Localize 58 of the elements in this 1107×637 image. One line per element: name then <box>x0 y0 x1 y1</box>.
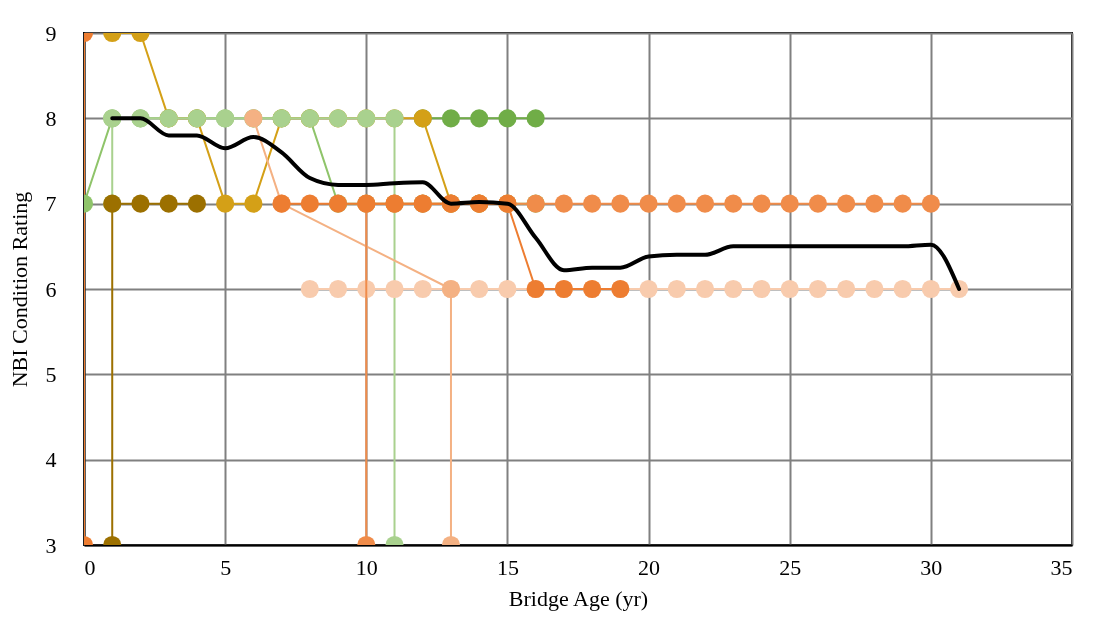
point <box>300 279 319 299</box>
y-tick-label: 5 <box>45 361 57 387</box>
y-tick-label: 7 <box>45 191 57 217</box>
point <box>328 279 348 299</box>
point <box>921 279 940 299</box>
point <box>752 279 771 299</box>
point <box>244 194 263 213</box>
x-tick-label: 5 <box>220 554 232 580</box>
point <box>893 194 912 213</box>
point <box>498 279 517 299</box>
point <box>639 194 658 213</box>
point <box>131 194 150 213</box>
point <box>385 279 404 299</box>
point <box>187 194 206 213</box>
point <box>554 194 573 213</box>
x-tick-label: 0 <box>84 554 96 580</box>
point <box>695 279 715 299</box>
point <box>441 109 461 128</box>
point <box>837 194 856 213</box>
x-tick-label: 15 <box>496 554 519 580</box>
y-axis-title: NBI Condition Rating <box>6 191 32 388</box>
point <box>752 194 771 213</box>
point <box>470 279 489 299</box>
point <box>413 279 432 299</box>
point <box>780 279 799 299</box>
point <box>583 194 602 213</box>
point <box>865 279 884 299</box>
point <box>667 194 686 213</box>
y-tick-label: 8 <box>45 105 57 131</box>
point <box>865 194 884 213</box>
y-tick-label: 6 <box>45 276 57 302</box>
point <box>808 194 828 213</box>
point <box>470 109 489 128</box>
x-axis-title: Bridge Age (yr) <box>508 585 649 611</box>
point <box>498 109 517 128</box>
y-tick-label: 4 <box>45 447 57 473</box>
point <box>724 194 743 213</box>
x-tick-label: 35 <box>1050 554 1073 580</box>
x-tick-label: 10 <box>355 554 378 580</box>
point <box>611 194 630 213</box>
point <box>159 194 178 213</box>
point <box>300 194 319 213</box>
y-tick-label: 9 <box>45 20 57 46</box>
point <box>695 194 715 213</box>
point <box>893 279 912 299</box>
x-tick-label: 20 <box>638 554 661 580</box>
point <box>526 109 545 128</box>
point <box>216 194 235 213</box>
x-tick-label: 25 <box>779 554 802 580</box>
x-tick-label: 30 <box>920 554 943 580</box>
point <box>808 279 828 299</box>
point <box>837 279 856 299</box>
y-tick-label: 3 <box>45 532 57 558</box>
point <box>921 194 940 213</box>
point <box>780 194 799 213</box>
point <box>724 279 743 299</box>
point <box>639 279 658 299</box>
point <box>667 279 686 299</box>
